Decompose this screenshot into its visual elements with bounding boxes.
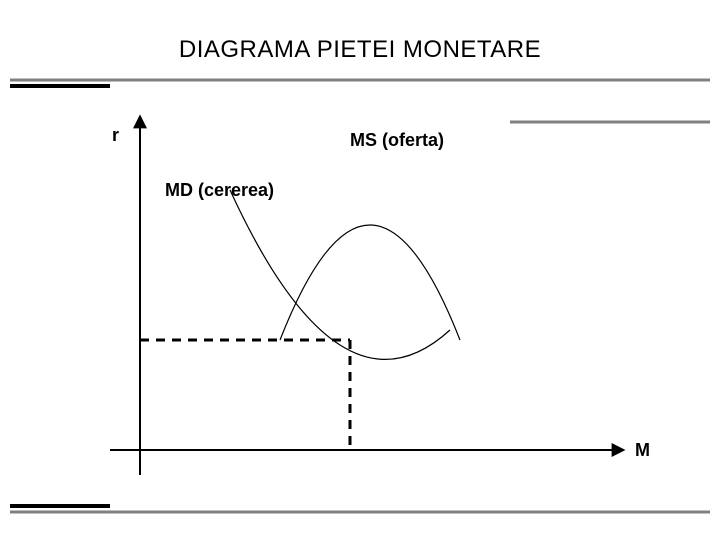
money-market-diagram: [0, 0, 720, 540]
